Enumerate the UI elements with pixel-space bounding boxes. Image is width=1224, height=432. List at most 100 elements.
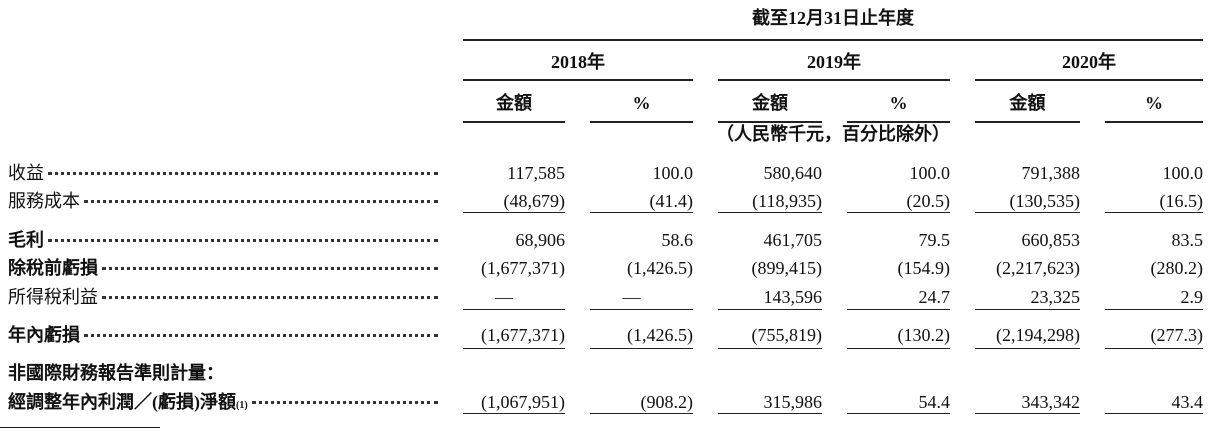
cell-value: (280.2)	[1150, 258, 1204, 278]
rule	[463, 121, 565, 123]
cell-value: 117,585	[507, 163, 565, 183]
label-text: 收益	[8, 163, 44, 183]
cell-value: —	[495, 287, 513, 307]
rule	[975, 348, 1080, 349]
cell-value: (130.2)	[897, 325, 951, 345]
cell-value: (2,217,623)	[996, 258, 1080, 278]
cell-value: 24.7	[918, 287, 951, 307]
label-text: 年內虧損	[8, 325, 80, 345]
cell-value: 461,705	[763, 230, 823, 250]
row-label: 收益	[8, 162, 438, 184]
rule	[1105, 348, 1203, 349]
rule	[847, 413, 950, 414]
cell-value: (2,194,298)	[996, 325, 1080, 345]
cell-value: 580,640	[763, 163, 823, 183]
rule	[590, 212, 693, 213]
cell-value: (130,535)	[1009, 191, 1081, 211]
sub-header: 金額	[496, 93, 532, 113]
rule	[975, 79, 1203, 81]
cell-value: (1,426.5)	[627, 258, 693, 278]
label-text: 經調整年內利潤／(虧損)淨額	[8, 392, 236, 412]
cell-value: 79.5	[918, 230, 951, 250]
cell-value: (1,677,371)	[481, 258, 565, 278]
cell-value: (755,819)	[751, 325, 823, 345]
rule	[1105, 413, 1203, 414]
rule	[718, 309, 822, 310]
year-header: 2019年	[807, 52, 861, 72]
cell-value: (16.5)	[1159, 191, 1204, 211]
cell-value: 791,388	[1021, 163, 1081, 183]
rule	[463, 79, 693, 81]
rule	[718, 79, 950, 81]
label-text: 毛利	[8, 230, 44, 250]
cell-value: (41.4)	[649, 191, 694, 211]
rule	[590, 121, 693, 123]
cell-value: 660,853	[1021, 230, 1081, 250]
row-label: 所得稅利益	[8, 286, 438, 308]
label-text: 除稅前虧損	[8, 258, 98, 278]
cell-value: (277.3)	[1150, 325, 1204, 345]
sub-header: 金額	[1009, 93, 1046, 113]
rule	[847, 121, 950, 123]
cell-value: (908.2)	[640, 392, 694, 412]
cell-value: 100.0	[909, 163, 951, 183]
label-text: 服務成本	[8, 191, 80, 211]
cell-value: (1,067,951)	[481, 392, 565, 412]
footnote-ref: (1)	[236, 400, 248, 411]
sub-header: %	[1145, 93, 1163, 113]
cell-value: 43.4	[1171, 392, 1204, 412]
rule	[590, 309, 693, 310]
cell-value: (48,679)	[503, 191, 566, 211]
row-label: 年內虧損	[8, 324, 438, 346]
cell-value: 83.5	[1171, 230, 1204, 250]
rule	[1105, 212, 1203, 213]
cell-value: 315,986	[763, 392, 823, 412]
row-label: 經調整年內利潤／(虧損)淨額 (1)	[8, 391, 438, 417]
label-text: 非國際財務報告準則計量：	[8, 363, 224, 383]
row-label: 除稅前虧損	[8, 257, 438, 279]
leader	[84, 334, 438, 337]
rule	[718, 121, 822, 123]
sub-header: 金額	[752, 93, 788, 113]
cell-value: (1,677,371)	[481, 325, 565, 345]
rule	[847, 309, 950, 310]
cell-value: 100.0	[1162, 163, 1204, 183]
rule	[463, 348, 565, 349]
row-label: 非國際財務報告準則計量：	[8, 362, 438, 384]
footnote-rule	[0, 427, 160, 428]
cell-value: —	[622, 287, 641, 307]
rule	[718, 212, 822, 213]
leader	[102, 296, 438, 299]
rule	[847, 348, 950, 349]
rule	[590, 413, 693, 414]
label-text: 所得稅利益	[8, 287, 98, 307]
rule	[1105, 121, 1203, 123]
cell-value: (20.5)	[906, 191, 951, 211]
rule	[975, 212, 1080, 213]
cell-value: 58.6	[661, 230, 694, 250]
leader	[251, 401, 438, 404]
cell-value: 2.9	[1180, 287, 1204, 307]
rule	[847, 212, 950, 213]
year-header: 2018年	[551, 52, 605, 72]
rule	[718, 348, 822, 349]
leader	[102, 267, 438, 270]
cell-value: 54.4	[918, 392, 951, 412]
sub-header: %	[632, 93, 651, 113]
row-label: 服務成本	[8, 190, 438, 212]
year-header: 2020年	[1062, 52, 1116, 72]
leader	[84, 200, 438, 203]
period-header: 截至12月31日止年度	[752, 8, 914, 28]
rule	[463, 309, 565, 310]
sub-header: %	[889, 93, 908, 113]
leader	[48, 239, 438, 242]
rule	[463, 212, 565, 213]
cell-value: 23,325	[1030, 287, 1081, 307]
cell-value: (154.9)	[897, 258, 951, 278]
cell-value: 68,906	[515, 230, 566, 250]
cell-value: 143,596	[763, 287, 823, 307]
rule	[1105, 309, 1203, 310]
cell-value: 100.0	[652, 163, 694, 183]
rule	[463, 39, 1203, 41]
